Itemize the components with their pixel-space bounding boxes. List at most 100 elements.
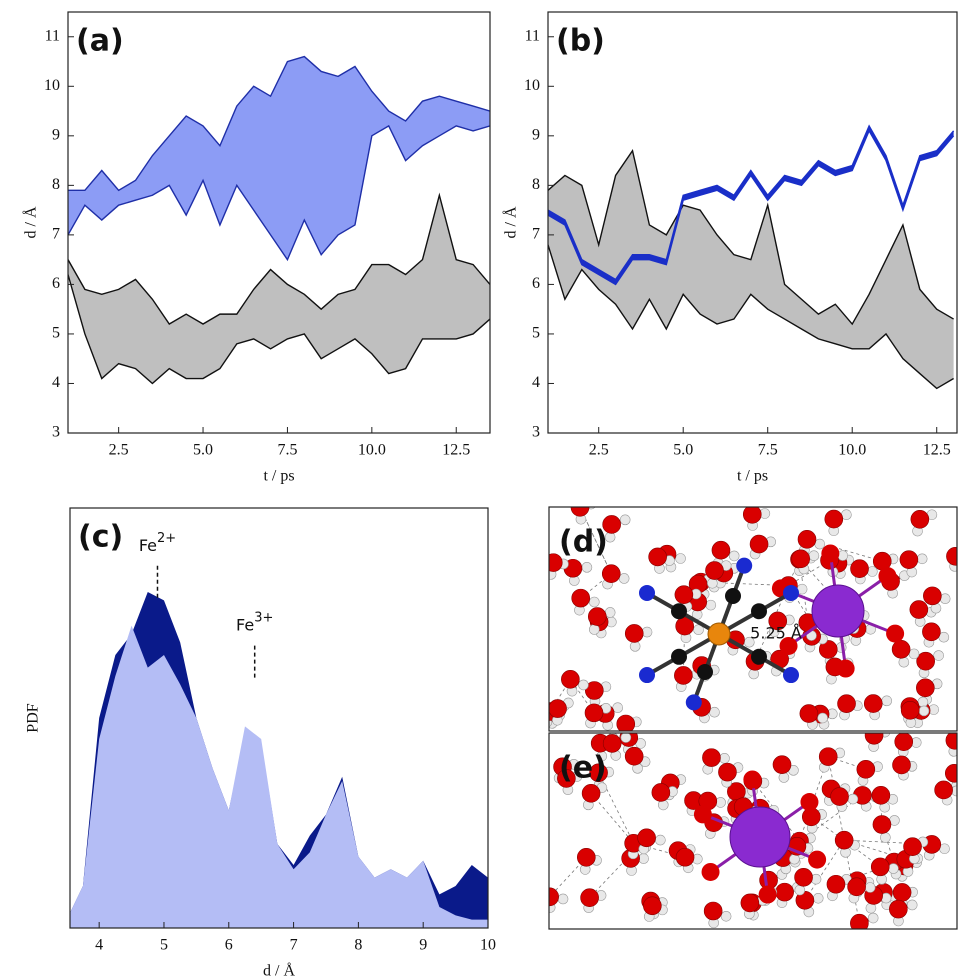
oxygen <box>864 695 882 713</box>
hydrogen <box>719 753 729 763</box>
oxygen <box>577 848 595 866</box>
oxygen <box>704 902 722 920</box>
x-tick-label: 12.5 <box>442 442 470 459</box>
hydrogen <box>589 624 599 634</box>
hydrogen <box>818 713 828 723</box>
oxygen <box>549 700 567 718</box>
oxygen <box>743 505 761 523</box>
oxygen <box>922 623 940 641</box>
hydrogen <box>909 649 919 659</box>
oxygen <box>743 770 761 788</box>
hydrogen <box>865 883 875 893</box>
x-tick-label: 2.5 <box>589 442 609 459</box>
annotation-sup: 2+ <box>157 530 176 545</box>
oxygen <box>800 793 818 811</box>
oxygen <box>851 560 869 578</box>
hydrogen <box>789 854 799 864</box>
x-axis-label: t / ps <box>263 468 294 485</box>
y-tick-label: 7 <box>532 226 540 243</box>
hydrogen <box>558 894 568 904</box>
hydrogen <box>709 707 719 717</box>
oxygen <box>541 888 559 906</box>
chart-panel: 2.55.07.510.012.534567891011t / psd / Å(… <box>22 12 490 485</box>
oxygen <box>652 783 670 801</box>
x-tick-label: 10.0 <box>838 442 866 459</box>
y-tick-label: 8 <box>52 176 60 193</box>
y-tick-label: 5 <box>532 325 540 342</box>
band-fill <box>548 151 954 389</box>
hydrogen <box>868 913 878 923</box>
band-fill <box>68 57 490 260</box>
area <box>67 626 488 928</box>
hydrogen <box>655 835 665 845</box>
oxygen <box>750 535 768 553</box>
x-tick-label: 10 <box>480 937 496 954</box>
oxygen <box>638 829 656 847</box>
plot-area <box>68 57 490 384</box>
oxygen <box>617 715 635 733</box>
panel-label: (a) <box>76 24 124 59</box>
hydrogen <box>899 657 909 667</box>
hydrogen <box>706 600 716 610</box>
y-tick-label: 4 <box>52 374 60 391</box>
hydrogen <box>676 553 686 563</box>
oxygen <box>588 608 606 626</box>
hydrogen <box>642 627 652 637</box>
plot-area <box>67 592 488 928</box>
annotation: Fe3+ <box>236 610 273 634</box>
hydrogen <box>589 597 599 607</box>
oxygen <box>904 838 922 856</box>
distance-label: 5.25 Å <box>750 624 802 643</box>
annotation-sup: 3+ <box>254 610 273 625</box>
panel-label: (b) <box>556 24 605 59</box>
hydrogen <box>582 562 592 572</box>
hydrogen <box>721 911 731 921</box>
oxygen <box>889 900 907 918</box>
oxygen <box>561 670 579 688</box>
carbon <box>751 649 767 665</box>
oxygen <box>585 704 603 722</box>
oxygen <box>798 530 816 548</box>
oxygen <box>900 551 918 569</box>
oxygen <box>741 894 759 912</box>
oxygen <box>705 562 723 580</box>
x-axis-label: t / ps <box>737 468 768 485</box>
x-tick-label: 4 <box>95 937 103 954</box>
x-tick-label: 12.5 <box>923 442 951 459</box>
hydrogen <box>707 578 717 588</box>
hydrogen <box>795 885 805 895</box>
chart-panel: 45678910d / ÅPDF(c)Fe2+Fe3+ <box>25 508 496 979</box>
oxygen <box>718 763 736 781</box>
carbon <box>697 664 713 680</box>
oxygen <box>795 868 813 886</box>
y-tick-label: 11 <box>525 27 540 44</box>
oxygen <box>838 695 856 713</box>
x-tick-label: 5.0 <box>193 442 213 459</box>
y-tick-label: 3 <box>532 424 540 441</box>
hydrogen <box>852 928 862 938</box>
oxygen <box>871 858 889 876</box>
oxygen <box>835 831 853 849</box>
nitrogen <box>736 558 752 574</box>
hydrogen <box>815 539 825 549</box>
hydrogen <box>619 573 629 583</box>
hydrogen <box>621 733 631 743</box>
oxygen <box>773 756 791 774</box>
oxygen <box>886 625 904 643</box>
oxygen <box>895 733 913 751</box>
y-tick-label: 9 <box>52 126 60 143</box>
hydrogen <box>848 794 858 804</box>
oxygen <box>702 863 720 881</box>
y-tick-label: 7 <box>52 226 60 243</box>
x-tick-label: 5.0 <box>673 442 693 459</box>
oxygen <box>792 550 810 568</box>
oxygen <box>872 786 890 804</box>
oxygen <box>848 878 866 896</box>
x-axis-label: d / Å <box>263 962 295 979</box>
y-tick-label: 9 <box>532 126 540 143</box>
hydrogen <box>779 772 789 782</box>
hydrogen <box>907 900 917 910</box>
oxygen <box>625 624 643 642</box>
oxygen <box>873 816 891 834</box>
carbon <box>671 603 687 619</box>
